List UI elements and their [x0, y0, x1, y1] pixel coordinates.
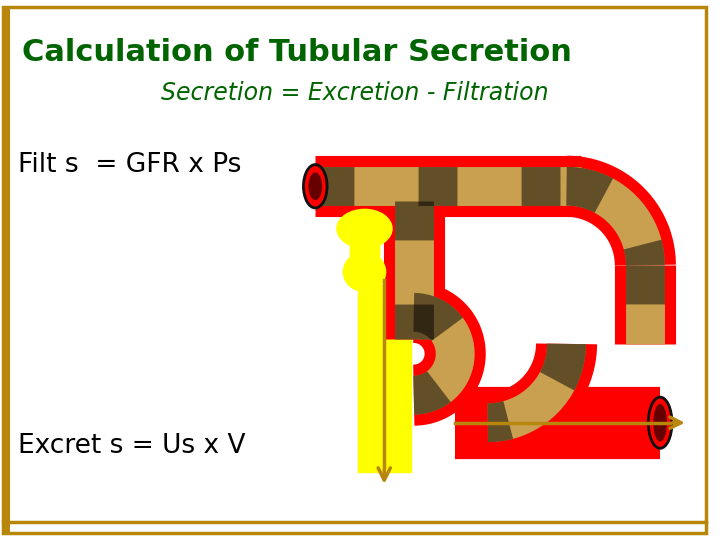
Text: Calculation of Tubular Secretion: Calculation of Tubular Secretion [22, 38, 572, 68]
Text: Filt s  = GFR x Ps: Filt s = GFR x Ps [18, 152, 241, 178]
Polygon shape [350, 228, 379, 272]
Polygon shape [350, 228, 379, 272]
Text: Excret s = Us x V: Excret s = Us x V [18, 433, 246, 458]
Text: Secretion = Excretion - Filtration: Secretion = Excretion - Filtration [161, 81, 549, 105]
Ellipse shape [336, 208, 392, 248]
Ellipse shape [303, 165, 327, 208]
Ellipse shape [653, 404, 667, 441]
Ellipse shape [648, 397, 672, 448]
Ellipse shape [308, 172, 322, 200]
Ellipse shape [336, 208, 392, 248]
Bar [3, 7, 10, 533]
Ellipse shape [343, 252, 387, 292]
Ellipse shape [343, 252, 387, 292]
Polygon shape [358, 285, 411, 472]
